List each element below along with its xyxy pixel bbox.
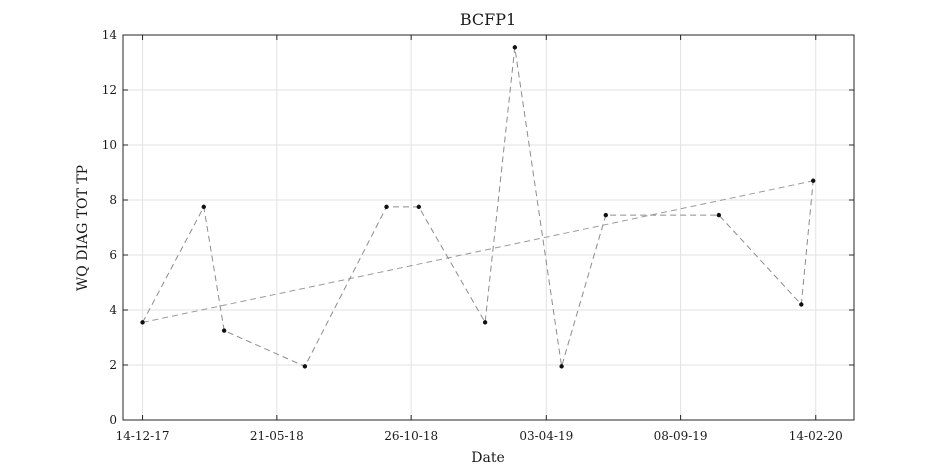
trend-line bbox=[142, 180, 814, 323]
x-tick-label: 03-04-19 bbox=[519, 429, 573, 443]
y-axis: 0 2 4 6 8 10 12 14 bbox=[102, 28, 854, 427]
data-point bbox=[811, 178, 816, 183]
data-point bbox=[482, 320, 488, 325]
data-point bbox=[140, 320, 145, 325]
data-point bbox=[302, 364, 308, 369]
data-point bbox=[384, 204, 389, 210]
series-line bbox=[142, 47, 814, 368]
data-point bbox=[221, 328, 227, 333]
x-tick-label: 26-10-18 bbox=[384, 429, 438, 443]
y-tick-label: 8 bbox=[109, 193, 117, 207]
x-tick-label: 14-12-17 bbox=[116, 429, 170, 443]
y-axis-label: WQ DIAG TOT TP bbox=[75, 165, 91, 291]
y-tick-label: 6 bbox=[109, 248, 117, 262]
x-axis-label: Date bbox=[471, 450, 504, 466]
data-point bbox=[416, 204, 421, 210]
grid-lines bbox=[123, 35, 854, 420]
data-point bbox=[512, 45, 518, 50]
y-tick-label: 10 bbox=[102, 138, 117, 152]
y-tick-label: 12 bbox=[102, 83, 117, 97]
data-point bbox=[201, 204, 206, 210]
x-tick-label: 21-05-18 bbox=[250, 429, 304, 443]
data-point bbox=[559, 364, 564, 369]
y-tick-label: 2 bbox=[109, 358, 117, 372]
x-axis: 14-12-17 21-05-18 26-10-18 03-04-19 08-09-19… bbox=[116, 35, 843, 443]
x-tick-label: 14-02-20 bbox=[789, 429, 843, 443]
data-points bbox=[140, 45, 816, 369]
chart-title: BCFP1 bbox=[460, 10, 516, 29]
data-point bbox=[603, 212, 608, 218]
plot-frame bbox=[122, 34, 855, 421]
y-tick-label: 4 bbox=[109, 303, 117, 317]
x-tick-label: 08-09-19 bbox=[654, 429, 708, 443]
data-point bbox=[716, 212, 722, 218]
y-tick-label: 14 bbox=[102, 28, 118, 42]
data-point bbox=[799, 302, 804, 307]
y-tick-label: 0 bbox=[109, 413, 117, 427]
